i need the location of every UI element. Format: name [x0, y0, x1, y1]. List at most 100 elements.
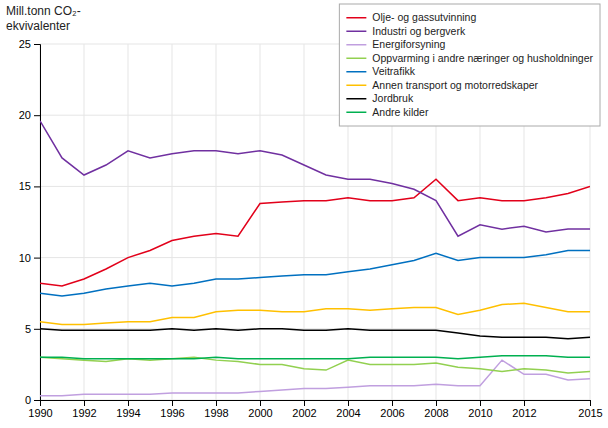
x-tick-mark	[348, 400, 349, 406]
x-tick: 2004	[336, 400, 360, 419]
y-axis-line	[34, 45, 41, 401]
plot-area	[40, 121, 590, 396]
x-tick-mark	[128, 400, 129, 406]
x-tick-mark	[260, 400, 261, 406]
series-line	[40, 121, 590, 236]
chart: 1990 1992 1994 1996 1998 2000 2002 2004 2006 2008…	[0, 0, 608, 428]
x-tick: 2002	[292, 400, 316, 419]
y-tick: 15	[19, 180, 40, 192]
y-tick-mark	[34, 115, 40, 116]
y-tick-mark	[34, 258, 40, 259]
grid-line-y	[40, 328, 590, 329]
y-tick-mark	[34, 329, 40, 330]
y-tick-label: 25	[19, 38, 31, 50]
legend-label: Veitrafikk	[372, 65, 415, 77]
y-tick: 25	[19, 38, 40, 50]
legend-label: Annen transport og motorredskaper	[372, 79, 538, 91]
chart-svg: 1990 1992 1994 1996 1998 2000 2002 2004 2006 2008…	[0, 0, 608, 428]
series-line	[40, 250, 590, 296]
legend: Olje- og gassutvinning Industri og bergve…	[339, 4, 600, 126]
x-tick-label: 2002	[292, 407, 316, 419]
legend-label: Energiforsyning	[372, 38, 445, 50]
series-line	[40, 360, 590, 396]
x-tick-label: 2008	[424, 407, 448, 419]
x-tick-mark	[216, 400, 217, 406]
y-label-line: ekvivalenter	[6, 19, 70, 33]
legend-swatch	[346, 44, 366, 46]
legend-swatch	[346, 31, 366, 33]
x-tick: 2008	[424, 400, 448, 419]
y-label: Mill.tonn CO₂-ekvivalenter	[6, 4, 81, 33]
legend-swatch	[346, 71, 366, 73]
x-tick: 2010	[468, 400, 492, 419]
x-tick: 1996	[160, 400, 184, 419]
x-tick-label: 2004	[336, 407, 360, 419]
legend-label: Olje- og gassutvinning	[372, 11, 476, 23]
legend-swatch	[346, 85, 366, 87]
grid-line-x	[304, 44, 305, 400]
x-tick-mark	[436, 400, 437, 406]
x-tick: 2006	[380, 400, 404, 419]
x-axis-line	[41, 401, 591, 407]
series-line	[40, 356, 590, 359]
y-tick-label: 10	[19, 252, 31, 264]
legend-swatch	[346, 112, 366, 114]
y-tick: 0	[25, 394, 40, 406]
grid-line-x	[260, 44, 261, 400]
x-tick-mark	[480, 400, 481, 406]
y-tick-label: 20	[19, 109, 31, 121]
legend-swatch	[346, 98, 366, 100]
x-tick-mark	[524, 400, 525, 406]
x-tick-mark	[172, 400, 173, 406]
y-tick-label: 5	[25, 323, 31, 335]
y-tick: 5	[25, 323, 40, 335]
y-label-line: Mill.tonn CO₂-	[6, 4, 81, 18]
x-tick: 2000	[248, 400, 272, 419]
legend-label: Industri og bergverk	[372, 25, 466, 37]
x-tick: 1998	[204, 400, 228, 419]
y-tick: 10	[19, 252, 40, 264]
series-line	[40, 303, 590, 324]
y-tick: 20	[19, 109, 40, 121]
x-tick-label: 2010	[468, 407, 492, 419]
x-tick: 1994	[116, 400, 140, 419]
x-tick-mark	[304, 400, 305, 406]
legend-swatch	[346, 17, 366, 19]
x-tick-label: 1996	[160, 407, 184, 419]
series-line	[40, 329, 590, 339]
x-tick: 1992	[72, 400, 96, 419]
x-tick: 2015	[578, 400, 602, 419]
x-tick: 2012	[512, 400, 536, 419]
x-axis: 1990 1992 1994 1996 1998 2000 2002 2004 2006 2008…	[28, 400, 602, 419]
legend-frame	[339, 4, 600, 126]
x-tick-mark	[590, 400, 591, 406]
x-tick-label: 1990	[28, 407, 52, 419]
x-tick-label: 2000	[248, 407, 272, 419]
legend-label: Andre kilder	[372, 106, 429, 118]
y-axis: 0 5 10 15 20 25	[19, 38, 41, 406]
grid-line-x	[84, 44, 85, 400]
x-tick: 1990	[28, 400, 52, 419]
grid-line-x	[216, 44, 217, 400]
x-tick-label: 2012	[512, 407, 536, 419]
series-line	[40, 357, 590, 373]
legend-swatch	[346, 58, 366, 60]
x-tick-mark	[84, 400, 85, 406]
y-tick-label: 15	[19, 180, 31, 192]
series-line	[40, 179, 590, 286]
grid-line-y	[40, 186, 590, 187]
y-tick-mark	[34, 44, 40, 45]
x-tick-label: 1998	[204, 407, 228, 419]
y-tick-mark	[34, 400, 40, 401]
legend-label: Jordbruk	[372, 92, 414, 104]
x-tick-label: 1992	[72, 407, 96, 419]
x-tick-mark	[392, 400, 393, 406]
grid-line-x	[172, 44, 173, 400]
x-tick-label: 2015	[578, 407, 602, 419]
x-tick-label: 2006	[380, 407, 404, 419]
x-tick-label: 1994	[116, 407, 140, 419]
y-tick-label: 0	[25, 394, 31, 406]
y-tick-mark	[34, 186, 40, 187]
grid-line-x	[128, 44, 129, 400]
legend-label: Oppvarming i andre næringer og husholdni…	[372, 52, 593, 64]
